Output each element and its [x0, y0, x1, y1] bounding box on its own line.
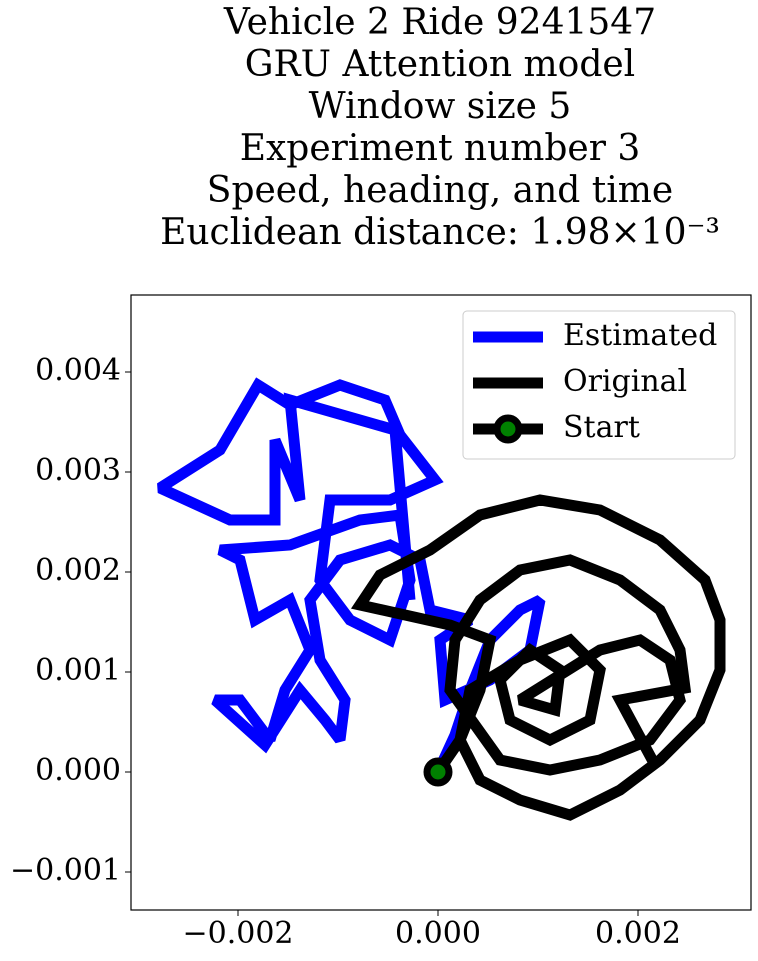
- chart-title: Window size 5: [309, 86, 572, 127]
- trajectory-line: [350, 494, 726, 821]
- legend-label: Start: [563, 410, 640, 445]
- plot-area: [157, 377, 726, 821]
- axes-frame: [130, 294, 752, 911]
- start-marker: [423, 757, 453, 787]
- x-tick-label: 0.002: [595, 916, 681, 951]
- legend-label: Original: [563, 364, 687, 399]
- chart-title: Euclidean distance: 1.98×10⁻³: [160, 212, 720, 253]
- x-tick-label: −0.002: [182, 916, 293, 951]
- chart-title: Vehicle 2 Ride 9241547: [223, 2, 656, 43]
- chart-title: GRU Attention model: [245, 44, 635, 85]
- chart-title: Speed, heading, and time: [207, 170, 673, 211]
- legend-marker: [493, 414, 523, 444]
- legend-label: Estimated: [563, 318, 717, 353]
- y-tick-label: 0.002: [35, 553, 121, 588]
- chart-title: Experiment number 3: [240, 128, 641, 169]
- legend-box: [462, 310, 736, 460]
- x-tick-label: 0.000: [395, 916, 481, 951]
- y-tick-label: 0.000: [35, 753, 121, 788]
- y-tick-label: 0.004: [35, 353, 121, 388]
- y-tick-label: 0.001: [35, 653, 121, 688]
- trajectory-line: [157, 377, 546, 775]
- y-tick-label: 0.003: [35, 453, 121, 488]
- y-tick-label: −0.001: [10, 853, 121, 888]
